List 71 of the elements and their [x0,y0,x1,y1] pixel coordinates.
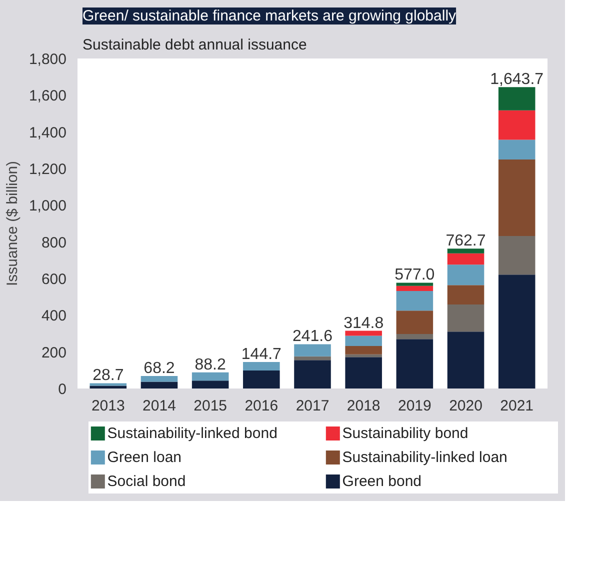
bar [294,344,331,356]
bar [90,383,127,386]
bar [447,248,484,254]
bar [192,380,229,388]
total-label: 28.7 [92,367,124,384]
total-label: 762.7 [446,232,486,250]
bar [498,160,536,236]
bar [396,290,434,311]
chart-title: Green/ sustainable finance markets are growing globally [82,8,457,24]
y-axis-title: Issuance ($ billion) [4,160,21,286]
bar [345,330,382,336]
y-tick-label: 600 [41,271,67,288]
bar [447,253,484,265]
y-tick-label: 1,800 [28,51,67,68]
bar [345,346,382,354]
x-tick-label: 2018 [346,398,380,414]
bar [498,87,536,110]
x-tick-label: 2019 [398,398,432,414]
bar [396,310,434,334]
y-tick-label: 0 [58,381,66,398]
legend-label: Green bond [342,473,422,490]
total-label: 1,643.7 [490,71,544,88]
bar [498,140,536,160]
total-label: 88.2 [194,356,226,374]
legend-label: Green loan [107,449,182,466]
bar [396,334,434,340]
bar [345,354,382,358]
bar [498,110,536,140]
bar [294,356,331,360]
legend-label: Sustainability bond [342,425,468,442]
bar [498,236,536,275]
bar [140,376,178,382]
x-tick-label: 2020 [449,398,482,414]
total-label: 68.2 [144,360,175,377]
total-label: 577.0 [394,266,435,284]
x-tick-label: 2021 [500,398,534,414]
bar [192,372,229,381]
bar [140,382,178,388]
bar [243,362,280,371]
legend-label: Sustainability-linked bond [107,425,278,442]
y-tick-label: 1,600 [28,88,67,105]
x-tick-label: 2014 [142,398,176,414]
x-tick-label: 2015 [194,398,228,414]
legend-label: Social bond [107,473,186,490]
x-tick-label: 2013 [91,398,125,414]
y-tick-label: 1,000 [28,198,67,215]
bar [345,357,382,388]
x-tick-label: 2017 [296,398,330,414]
bar [294,360,331,388]
y-tick-label: 1,400 [28,124,67,142]
bar [498,274,536,388]
bar [396,339,434,388]
bar [396,282,434,286]
total-label: 241.6 [292,328,333,346]
bar [447,285,484,305]
bar [447,304,484,332]
bar [345,336,382,346]
x-tick-label: 2016 [244,398,278,414]
y-tick-label: 800 [41,234,67,252]
bar [243,370,280,388]
bar [447,264,484,286]
y-tick-label: 1,200 [28,161,67,178]
bar [447,332,484,388]
bar [90,386,127,388]
chart-subtitle: Sustainable debt annual issuance [82,36,307,54]
y-tick-label: 200 [41,344,67,362]
legend-label: Sustainability-linked loan [342,449,508,466]
bar [396,286,434,291]
y-tick-label: 400 [41,308,67,325]
total-label: 144.7 [241,346,282,363]
total-label: 314.8 [344,314,384,332]
